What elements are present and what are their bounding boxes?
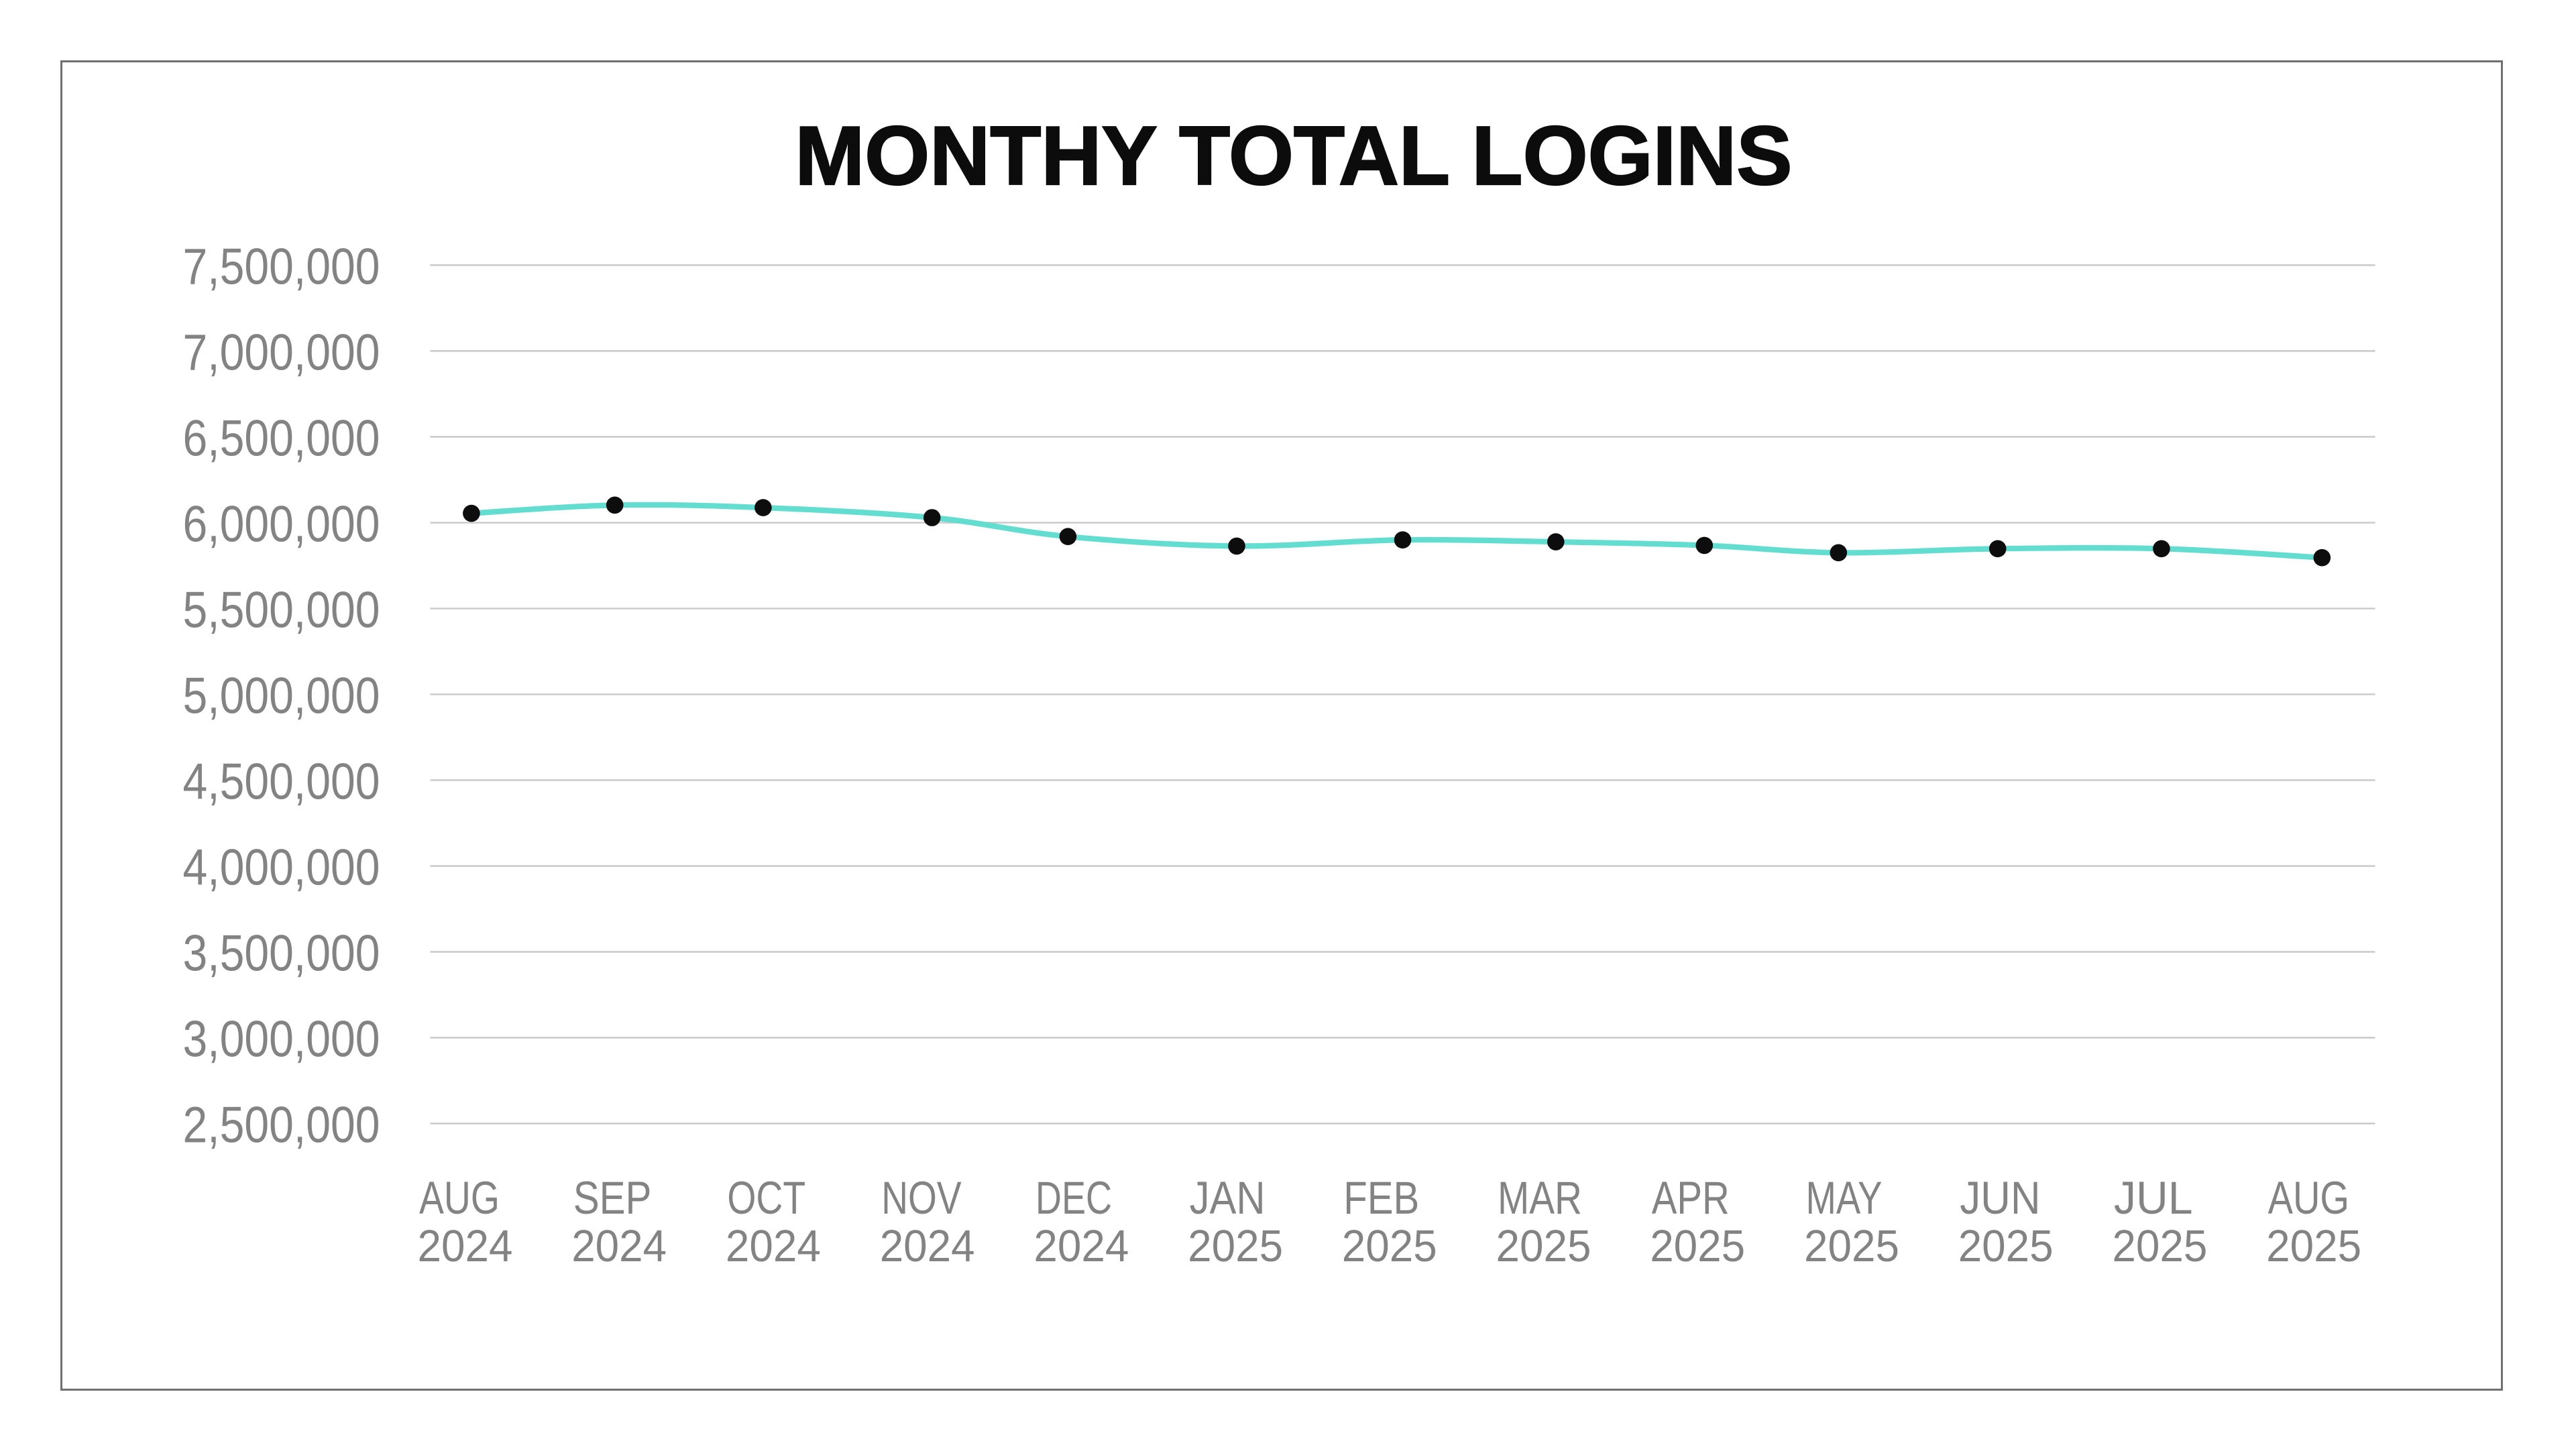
svg-text:2025: 2025 bbox=[1958, 1221, 2054, 1271]
svg-text:2025: 2025 bbox=[2112, 1221, 2207, 1271]
svg-text:7,000,000: 7,000,000 bbox=[183, 324, 380, 381]
svg-text:JAN: JAN bbox=[1190, 1172, 1266, 1224]
svg-text:DEC: DEC bbox=[1035, 1172, 1112, 1224]
svg-text:FEB: FEB bbox=[1343, 1172, 1419, 1224]
svg-text:2025: 2025 bbox=[1650, 1221, 1745, 1271]
svg-text:MAR: MAR bbox=[1498, 1172, 1582, 1224]
svg-text:APR: APR bbox=[1652, 1172, 1730, 1224]
svg-text:JUN: JUN bbox=[1960, 1172, 2040, 1224]
svg-text:JUL: JUL bbox=[2114, 1172, 2193, 1224]
svg-text:2024: 2024 bbox=[726, 1221, 821, 1271]
svg-text:AUG: AUG bbox=[2268, 1172, 2349, 1224]
svg-text:2024: 2024 bbox=[880, 1221, 975, 1271]
svg-text:3,500,000: 3,500,000 bbox=[183, 925, 380, 982]
svg-text:5,000,000: 5,000,000 bbox=[183, 668, 380, 725]
svg-text:5,500,000: 5,500,000 bbox=[183, 582, 380, 639]
svg-text:3,000,000: 3,000,000 bbox=[183, 1011, 380, 1068]
svg-text:2024: 2024 bbox=[571, 1221, 667, 1271]
svg-text:2025: 2025 bbox=[1188, 1221, 1283, 1271]
svg-text:MAY: MAY bbox=[1806, 1172, 1883, 1224]
svg-text:2025: 2025 bbox=[2266, 1221, 2361, 1271]
svg-text:4,500,000: 4,500,000 bbox=[183, 754, 380, 811]
svg-text:2025: 2025 bbox=[1342, 1221, 1437, 1271]
svg-text:OCT: OCT bbox=[727, 1172, 805, 1224]
svg-text:2024: 2024 bbox=[418, 1221, 513, 1271]
svg-text:2,500,000: 2,500,000 bbox=[183, 1097, 380, 1154]
svg-text:MONTHY TOTAL LOGINS: MONTHY TOTAL LOGINS bbox=[795, 109, 1792, 202]
svg-text:2024: 2024 bbox=[1033, 1221, 1129, 1271]
svg-text:6,500,000: 6,500,000 bbox=[183, 410, 380, 467]
svg-text:7,500,000: 7,500,000 bbox=[183, 238, 380, 295]
svg-text:SEP: SEP bbox=[573, 1172, 652, 1224]
svg-text:AUG: AUG bbox=[419, 1172, 500, 1224]
svg-text:2025: 2025 bbox=[1804, 1221, 1899, 1271]
svg-text:6,000,000: 6,000,000 bbox=[183, 496, 380, 553]
svg-text:NOV: NOV bbox=[881, 1172, 962, 1224]
svg-text:4,000,000: 4,000,000 bbox=[183, 839, 380, 896]
svg-text:2025: 2025 bbox=[1496, 1221, 1591, 1271]
